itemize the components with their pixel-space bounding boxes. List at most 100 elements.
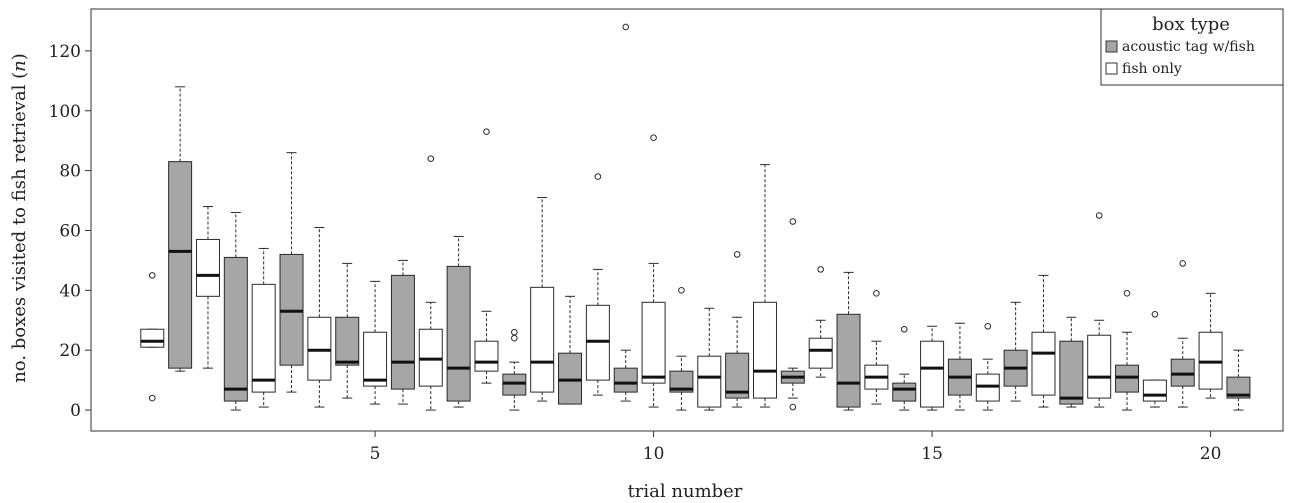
box-fishonly-26: [864, 290, 889, 405]
legend-label-fish-only: fish only: [1122, 61, 1182, 77]
outlier-point: [873, 290, 880, 297]
box-fishonly-36: [1142, 310, 1167, 408]
box-body: [530, 286, 555, 393]
outlier-point: [1179, 260, 1187, 267]
box-body: [251, 283, 276, 393]
legend: box type acoustic tag w/fish fish only: [1100, 8, 1284, 86]
box-body: [1059, 340, 1084, 405]
x-axis-label: trial number: [628, 481, 743, 502]
outlier-point: [622, 23, 630, 31]
box-fishonly-14: [530, 197, 555, 402]
outlier-point: [678, 287, 685, 294]
y-tick-label-100: 100: [49, 102, 81, 122]
y-axis-label-close: ): [9, 53, 30, 60]
box-acoustic-21: [725, 251, 750, 408]
outlier-point: [511, 328, 518, 336]
box-acoustic-7: [335, 262, 360, 399]
box-fishonly-6: [307, 226, 332, 408]
y-axis-label-variable: n: [9, 60, 30, 72]
outlier-point: [789, 218, 797, 225]
outlier-point: [817, 266, 824, 273]
outlier-point: [148, 394, 156, 402]
box-fishonly-16: [585, 173, 610, 396]
legend-label-acoustic: acoustic tag w/fish: [1122, 39, 1255, 55]
box-acoustic-19: [669, 287, 694, 411]
y-tick-label-120: 120: [49, 42, 81, 62]
y-tick-label-60: 60: [59, 221, 81, 241]
box-body: [446, 265, 471, 402]
outlier-point: [511, 334, 518, 342]
box-acoustic-29: [947, 322, 972, 411]
box-body: [613, 367, 638, 393]
box-acoustic-27: [892, 325, 917, 411]
outlier-point: [1123, 290, 1131, 297]
x-tick-label-15: 15: [921, 444, 943, 464]
plot-area: [90, 8, 1284, 432]
y-axis-label: no. boxes visited to fish retrieval (n): [9, 53, 30, 383]
outlier-point: [427, 155, 435, 162]
outlier-point: [148, 272, 156, 279]
outlier-point: [789, 403, 797, 411]
box-fishonly-2: [195, 206, 220, 369]
plot-frame: [90, 8, 1284, 432]
box-fishonly-34: [1087, 212, 1112, 408]
outlier-point: [984, 322, 992, 330]
box-fishonly-18: [641, 134, 666, 408]
box-body: [363, 331, 388, 387]
legend-swatch-fish-only: [1105, 62, 1118, 75]
box-acoustic-5: [279, 152, 304, 393]
box-acoustic-35: [1115, 290, 1140, 411]
box-acoustic-31: [1003, 301, 1028, 402]
box-acoustic-39: [1226, 349, 1251, 411]
axes: 0 20 40 60 80 100 120 5 10 15 20: [49, 42, 1222, 464]
box-fishonly-20: [697, 307, 722, 411]
box-body: [335, 316, 360, 366]
box-acoustic-15: [558, 295, 583, 405]
box-body: [390, 274, 415, 390]
legend-title: box type: [1152, 14, 1230, 35]
box-body: [725, 352, 750, 399]
box-fishonly-30: [975, 322, 1000, 411]
box-body: [641, 301, 666, 384]
box-body: [669, 370, 694, 393]
box-body: [168, 161, 193, 369]
y-tick-label-0: 0: [70, 401, 81, 421]
box-fishonly-12: [474, 128, 499, 384]
outlier-point: [900, 325, 908, 333]
box-body: [140, 328, 165, 348]
box-fishonly-38: [1198, 292, 1223, 399]
box-body: [752, 301, 777, 399]
y-tick-label-40: 40: [59, 281, 81, 301]
box-body: [808, 337, 833, 369]
box-fishonly-32: [1031, 274, 1056, 408]
box-acoustic-25: [836, 271, 861, 411]
box-acoustic-33: [1059, 316, 1084, 408]
box-fishonly-28: [920, 325, 945, 411]
box-acoustic-17: [613, 23, 638, 402]
y-axis-label-main: no. boxes visited to fish retrieval (: [9, 72, 30, 383]
box-body: [697, 355, 722, 408]
legend-swatch-acoustic: [1105, 40, 1118, 53]
y-tick-label-80: 80: [59, 162, 81, 182]
box-fishonly-24: [808, 266, 833, 378]
box-body: [195, 238, 220, 297]
x-tick-label-20: 20: [1200, 444, 1222, 464]
box-acoustic-9: [390, 259, 415, 405]
box-body: [892, 382, 917, 402]
box-acoustic-3: [223, 212, 248, 411]
box-acoustic-13: [502, 328, 527, 411]
box-body: [1031, 331, 1056, 396]
box-acoustic-11: [446, 235, 471, 408]
outlier-point: [483, 128, 490, 136]
outlier-point: [594, 173, 602, 180]
box-body: [1226, 376, 1251, 399]
outlier-point: [733, 251, 741, 258]
box-fishonly-8: [363, 280, 388, 405]
box-marks: [140, 23, 1251, 411]
box-body: [920, 340, 945, 408]
x-tick-label-5: 5: [370, 444, 381, 464]
box-acoustic-1: [168, 86, 193, 372]
box-fishonly-4: [251, 247, 276, 408]
box-fishonly-0: [140, 272, 165, 402]
